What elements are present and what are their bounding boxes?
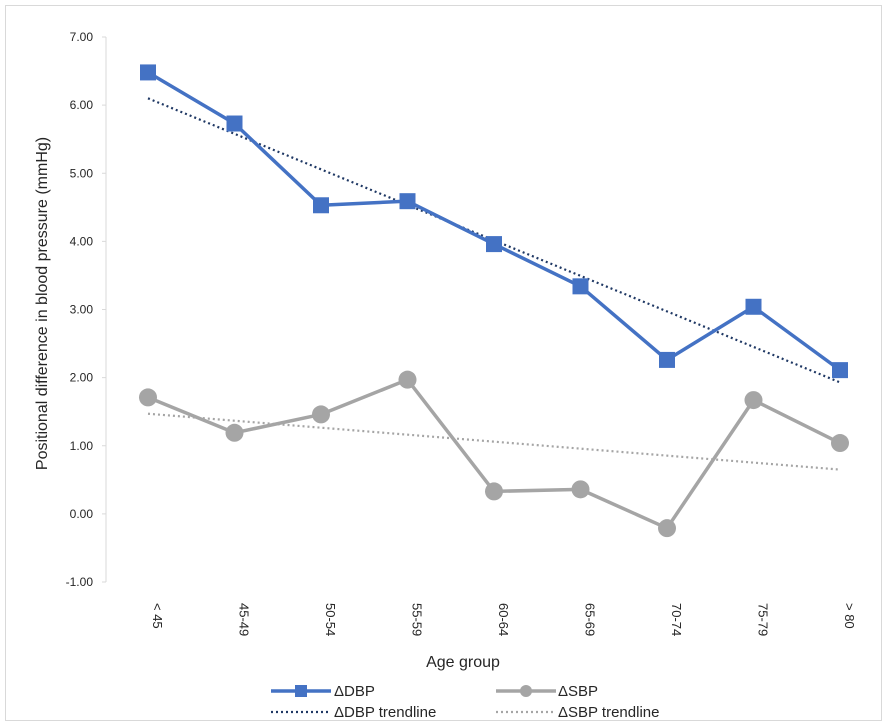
data-point-dbp (832, 362, 848, 379)
y-tick-label: 0.00 (70, 507, 94, 521)
x-tick-label: 55-59 (410, 603, 425, 636)
data-point-sbp (398, 370, 417, 389)
data-point-dbp (659, 351, 675, 368)
data-point-dbp (399, 193, 416, 210)
data-point-sbp (744, 391, 763, 410)
legend-label-sbp-trendline: ΔSBP trendline (558, 704, 659, 721)
y-tick-label: 4.00 (70, 234, 94, 248)
y-tick-label: 1.00 (70, 439, 94, 453)
data-point-dbp (140, 64, 156, 81)
x-tick-label: < 45 (150, 603, 165, 629)
series-line-sbp (147, 377, 841, 530)
y-tick-label: 5.00 (70, 166, 94, 180)
data-point-sbp (485, 482, 503, 501)
x-tick-label: 50-54 (323, 603, 338, 636)
y-tick-label: -1.00 (66, 575, 94, 589)
x-tick-label: > 80 (842, 603, 857, 629)
legend-label-dbp: ΔDBP (334, 683, 375, 700)
y-tick-label: 6.00 (70, 98, 94, 112)
data-point-sbp (139, 388, 157, 407)
x-tick-label: 70-74 (669, 603, 684, 636)
series-line-dbp (147, 70, 842, 372)
x-tick-label: 45-49 (237, 603, 252, 636)
x-axis-title: Age group (426, 654, 500, 671)
data-point-dbp (486, 236, 502, 253)
trendline-sbp (147, 412, 841, 471)
y-tick-label: 3.00 (70, 303, 94, 317)
data-point-sbp (658, 519, 676, 538)
x-tick-label: 75-79 (756, 603, 771, 636)
y-axis-title: Positional difference in blood pressure … (34, 137, 51, 470)
data-point-dbp (313, 197, 329, 214)
chart-frame (5, 5, 882, 721)
data-point-dbp (572, 278, 589, 295)
y-tick-label: 2.00 (70, 371, 94, 385)
legend-marker-dbp (295, 685, 307, 697)
y-tick-label: 7.00 (70, 30, 94, 44)
legend-marker-sbp (520, 685, 532, 697)
data-point-dbp (745, 298, 762, 315)
data-point-dbp (226, 115, 243, 132)
x-tick-label: 60-64 (496, 603, 511, 636)
legend-label-sbp: ΔSBP (558, 683, 598, 700)
data-point-sbp (312, 405, 330, 424)
data-point-sbp (831, 434, 849, 453)
x-tick-label: 65-69 (583, 603, 598, 636)
data-point-sbp (225, 423, 244, 442)
legend-label-dbp-trendline: ΔDBP trendline (334, 704, 436, 721)
data-point-sbp (571, 480, 590, 499)
